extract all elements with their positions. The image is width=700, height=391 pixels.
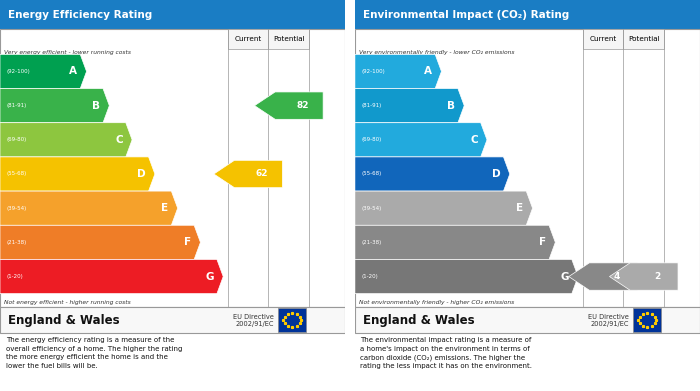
Polygon shape [214, 160, 282, 188]
Polygon shape [355, 88, 464, 123]
Text: The energy efficiency rating is a measure of the
overall efficiency of a home. T: The energy efficiency rating is a measur… [6, 337, 182, 369]
Text: (39-54): (39-54) [361, 206, 382, 211]
Text: (92-100): (92-100) [6, 69, 30, 74]
Bar [634, 308, 662, 332]
Text: (21-38): (21-38) [6, 240, 27, 245]
Bar [279, 308, 307, 332]
Text: EU Directive
2002/91/EC: EU Directive 2002/91/EC [588, 314, 629, 326]
Text: B: B [447, 100, 455, 111]
Polygon shape [355, 191, 533, 225]
Text: (81-91): (81-91) [6, 103, 27, 108]
Text: C: C [116, 135, 123, 145]
Text: (1-20): (1-20) [6, 274, 23, 279]
Text: B: B [92, 100, 100, 111]
Text: Current: Current [589, 36, 617, 42]
Text: A: A [424, 66, 433, 77]
Text: 4: 4 [613, 272, 620, 281]
Text: EU Directive
2002/91/EC: EU Directive 2002/91/EC [233, 314, 274, 326]
Bar [0, 29, 345, 307]
Bar [355, 0, 700, 29]
Text: (55-68): (55-68) [361, 172, 382, 176]
Polygon shape [355, 54, 442, 88]
Text: (55-68): (55-68) [6, 172, 27, 176]
Polygon shape [355, 123, 487, 157]
Text: England & Wales: England & Wales [8, 314, 120, 326]
Text: A: A [69, 66, 78, 77]
Text: 82: 82 [296, 101, 309, 110]
Text: G: G [561, 271, 569, 282]
Text: Very environmentally friendly - lower CO₂ emissions: Very environmentally friendly - lower CO… [359, 50, 514, 56]
Polygon shape [569, 263, 637, 290]
Text: (21-38): (21-38) [361, 240, 382, 245]
Bar [228, 29, 269, 49]
Text: C: C [470, 135, 478, 145]
Polygon shape [355, 225, 555, 260]
Text: Environmental Impact (CO₂) Rating: Environmental Impact (CO₂) Rating [363, 10, 570, 20]
Bar [345, 0, 355, 391]
Polygon shape [0, 191, 178, 225]
Bar [345, 0, 352, 391]
Polygon shape [0, 88, 109, 123]
Bar [582, 29, 624, 49]
Text: The environmental impact rating is a measure of
a home's impact on the environme: The environmental impact rating is a mea… [360, 337, 533, 369]
Polygon shape [0, 157, 155, 191]
Text: D: D [137, 169, 146, 179]
Text: (39-54): (39-54) [6, 206, 27, 211]
Text: D: D [492, 169, 500, 179]
Polygon shape [255, 92, 323, 119]
Text: Energy Efficiency Rating: Energy Efficiency Rating [8, 10, 153, 20]
Polygon shape [0, 225, 200, 260]
Text: (92-100): (92-100) [361, 69, 385, 74]
Text: F: F [539, 237, 546, 248]
Bar [624, 29, 664, 49]
Bar [0, 0, 345, 29]
Text: (81-91): (81-91) [361, 103, 382, 108]
Polygon shape [610, 263, 678, 290]
Bar [355, 29, 700, 307]
Bar [355, 307, 700, 333]
Text: E: E [517, 203, 524, 213]
Text: (69-80): (69-80) [361, 137, 382, 142]
Text: Potential: Potential [273, 36, 304, 42]
Polygon shape [0, 123, 132, 157]
Polygon shape [355, 260, 578, 294]
Text: (1-20): (1-20) [361, 274, 378, 279]
Text: Current: Current [234, 36, 262, 42]
Polygon shape [0, 54, 87, 88]
Bar [0, 307, 345, 333]
Polygon shape [0, 260, 223, 294]
Text: Very energy efficient - lower running costs: Very energy efficient - lower running co… [4, 50, 131, 56]
Text: England & Wales: England & Wales [363, 314, 475, 326]
Text: (69-80): (69-80) [6, 137, 27, 142]
Text: Not environmentally friendly - higher CO₂ emissions: Not environmentally friendly - higher CO… [359, 300, 514, 305]
Bar [269, 29, 309, 49]
Text: E: E [162, 203, 169, 213]
Text: 2: 2 [654, 272, 661, 281]
Text: Potential: Potential [628, 36, 659, 42]
Text: G: G [206, 271, 214, 282]
Text: Not energy efficient - higher running costs: Not energy efficient - higher running co… [4, 300, 131, 305]
Text: 62: 62 [256, 169, 268, 179]
Text: F: F [184, 237, 191, 248]
Polygon shape [355, 157, 510, 191]
